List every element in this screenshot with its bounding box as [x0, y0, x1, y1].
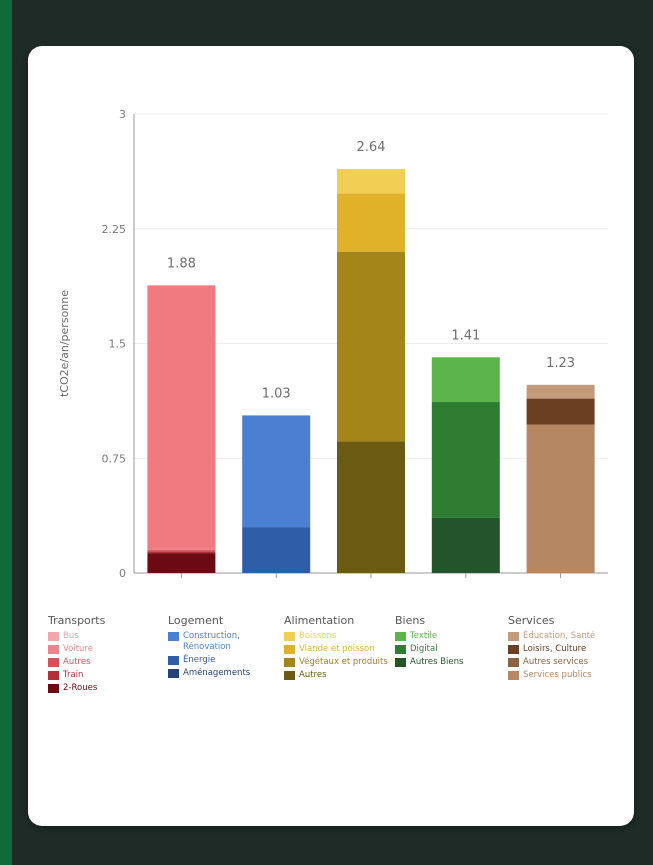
legend-item: Éducation, Santé	[508, 631, 612, 642]
legend-item-label: Autres	[63, 657, 91, 667]
legend-group: Services Éducation, Santé Loisirs, Culture…	[508, 614, 612, 683]
legend-swatch	[48, 671, 59, 680]
legend-group-title: Logement	[168, 614, 224, 627]
legend-swatch	[284, 632, 295, 641]
legend-item-label: Textile	[410, 631, 438, 641]
legend-item: Train	[48, 670, 152, 681]
legend-item: Digital	[395, 644, 491, 655]
legend-swatch	[508, 671, 519, 680]
legend-swatch	[48, 658, 59, 667]
bar-total-label: 1.23	[546, 356, 575, 371]
y-tick-label: 0.75	[102, 452, 127, 465]
bar-segment	[431, 401, 500, 518]
bar-segment	[431, 517, 500, 573]
legend-swatch	[508, 645, 519, 654]
bar-segment	[147, 553, 216, 573]
bar-segment	[337, 169, 405, 194]
bar-segment	[526, 398, 595, 425]
legend-swatch	[395, 632, 406, 641]
legend-swatch	[395, 658, 406, 667]
bar-segment	[337, 193, 405, 252]
legend-item-label: Éducation, Santé	[523, 631, 596, 641]
stacked-bar-chart: 0 0.75 1.5 2.25 3 tCO2e/an/personne 1.88 1.03 2.…	[58, 108, 608, 580]
legend-item-label: Train	[63, 670, 84, 680]
bar-total-label: 2.64	[357, 140, 386, 155]
bar-segment	[242, 527, 311, 573]
legend-item: Loisirs, Culture	[508, 644, 612, 655]
legend-item-label: Autres Biens	[410, 657, 464, 667]
legend-item-label: Autres services	[523, 657, 589, 667]
legend-swatch	[284, 645, 295, 654]
legend-group-title: Biens	[395, 614, 426, 627]
bar-segment	[431, 357, 500, 402]
bar-segment	[147, 285, 216, 549]
legend-item-label: Autres	[299, 670, 327, 680]
y-tick-label: 3	[119, 108, 126, 121]
legend-group-title: Services	[508, 614, 555, 627]
legend-item-label: Services publics	[523, 670, 592, 680]
bar-segment	[526, 424, 595, 573]
legend-item: Aménagements	[168, 668, 268, 679]
legend-item-label: Bus	[63, 631, 79, 641]
legend-item-label: Loisirs, Culture	[523, 644, 587, 654]
legend-swatch	[284, 658, 295, 667]
bar-total-label: 1.03	[262, 386, 291, 401]
legend-swatch	[284, 671, 295, 680]
legend-group: Logement Construction, Rénovation Énergie A…	[168, 614, 268, 681]
legend-item-label: Aménagements	[183, 668, 251, 678]
legend-swatch	[508, 632, 519, 641]
legend-swatch	[168, 632, 179, 641]
legend-item-label: Végétaux et produits	[299, 657, 388, 667]
bar-segment	[147, 550, 216, 552]
bar-segment	[337, 251, 405, 442]
legend-item: Textile	[395, 631, 491, 642]
bar-segment	[242, 415, 311, 528]
legend-item: Services publics	[508, 670, 612, 681]
legend-group-title: Transports	[48, 614, 106, 627]
legend-item-label: 2-Roues	[63, 683, 98, 693]
y-tick-label: 0	[119, 567, 126, 580]
legend-item-label: Boissons	[299, 631, 337, 641]
legend-group: Biens Textile Digital Autres Biens	[395, 614, 491, 670]
legend-item: Boissons	[284, 631, 392, 642]
legend-item: Voiture	[48, 644, 152, 655]
legend-item-label: Construction, Rénovation	[183, 631, 240, 652]
legend-item-label: Viande et poisson	[299, 644, 375, 654]
legend-item: 2-Roues	[48, 683, 152, 694]
legend-item: Viande et poisson	[284, 644, 392, 655]
legend-swatch	[168, 656, 179, 665]
legend-item: Énergie	[168, 655, 268, 666]
bar-total-label: 1.41	[451, 328, 480, 343]
left-accent-stripe	[0, 0, 12, 865]
legend-item: Autres	[48, 657, 152, 668]
bar-segment	[147, 551, 216, 554]
legend-item: Végétaux et produits	[284, 657, 392, 668]
bar-segment	[337, 441, 405, 573]
legend-item-label: Digital	[410, 644, 438, 654]
legend-swatch	[508, 658, 519, 667]
legend-item-label: Énergie	[183, 655, 216, 665]
legend-group: Transports Bus Voiture Autres Train 2-Roues	[48, 614, 152, 696]
legend-item-label: Voiture	[63, 644, 93, 654]
bar-segment	[526, 384, 595, 399]
legend-swatch	[48, 684, 59, 693]
legend-group-title: Alimentation	[284, 614, 355, 627]
y-tick-label: 2.25	[102, 223, 127, 236]
legend-swatch	[48, 632, 59, 641]
legend-swatch	[395, 645, 406, 654]
legend-item: Autres	[284, 670, 392, 681]
legend-group: Alimentation Boissons Viande et poisson Vég…	[284, 614, 392, 683]
y-axis-label: tCO2e/an/personne	[58, 290, 71, 397]
bar-total-label: 1.88	[167, 256, 196, 271]
legend-item: Bus	[48, 631, 152, 642]
legend-item: Autres services	[508, 657, 612, 668]
legend-item: Construction, Rénovation	[168, 631, 268, 653]
legend-swatch	[48, 645, 59, 654]
chart-card: 0 0.75 1.5 2.25 3 tCO2e/an/personne 1.88 1.03 2.…	[28, 46, 634, 826]
y-tick-label: 1.5	[109, 338, 127, 351]
legend-swatch	[168, 669, 179, 678]
legend-item: Autres Biens	[395, 657, 491, 668]
bar-segment	[147, 548, 216, 551]
